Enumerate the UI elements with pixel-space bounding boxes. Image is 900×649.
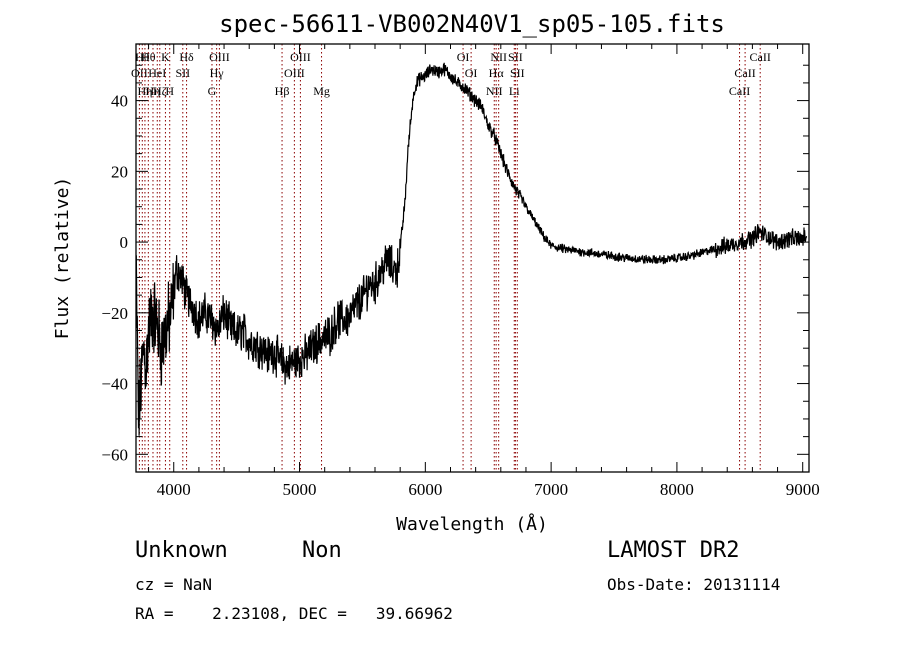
spectral-line-label: Hζ xyxy=(153,84,167,98)
object-class: Unknown xyxy=(135,538,228,563)
spectral-line-label: OII xyxy=(131,66,148,80)
spectral-line-label: Hη xyxy=(146,84,161,98)
spectral-line-label: OIII xyxy=(290,50,311,64)
x-tick-label: 9000 xyxy=(786,480,820,499)
spectral-line-label: Hθ xyxy=(135,50,150,64)
x-tick-label: 6000 xyxy=(408,480,442,499)
object-subclass: Non xyxy=(302,538,342,563)
spectral-line-label: Hγ xyxy=(210,66,225,80)
obs-date: Obs-Date: 20131114 xyxy=(607,575,781,594)
x-axis-label: Wavelength (Å) xyxy=(396,513,548,535)
spectral-line-label: K xyxy=(161,50,170,64)
x-tick-label: 7000 xyxy=(534,480,568,499)
spectral-line-label: Hη xyxy=(137,84,152,98)
y-tick-label: −60 xyxy=(101,445,128,464)
spectral-line-label: CaII xyxy=(750,50,771,64)
x-tick-label: 4000 xyxy=(157,480,191,499)
chart-title: spec-56611-VB002N40V1_sp05-105.fits xyxy=(219,10,725,38)
spectral-line-label: SII xyxy=(510,66,525,80)
spectral-line-label: Hα xyxy=(489,66,505,80)
spectral-line-label: Mg xyxy=(313,84,330,98)
y-tick-label: −40 xyxy=(101,375,128,394)
spectral-line-label: CaII xyxy=(734,66,755,80)
spectral-line-label: Li xyxy=(509,84,520,98)
spectral-line-label: NII xyxy=(486,84,503,98)
spectral-line-label: OIII xyxy=(284,66,305,80)
spectral-line-label: SII xyxy=(175,66,190,80)
spectral-line-label: H xyxy=(165,84,174,98)
spectrum-curve xyxy=(135,62,808,436)
spectral-line-label: Hδ xyxy=(179,50,194,64)
spectral-line-label: OI xyxy=(457,50,470,64)
spectral-line-label: HeI xyxy=(148,66,166,80)
spectral-line-label: OI xyxy=(465,66,478,80)
spectral-line-label: G xyxy=(208,84,217,98)
y-tick-label: 20 xyxy=(111,162,128,181)
ra-dec: RA = 2.23108, DEC = 39.66962 xyxy=(135,604,453,623)
spectral-line-label: Hθ xyxy=(141,50,156,64)
redshift-value: cz = NaN xyxy=(135,575,213,594)
spectral-line-label: OIII xyxy=(209,50,230,64)
spectral-line-label: CaII xyxy=(729,84,750,98)
spectral-lines-layer: OIIHθHηHθHηHeIHζKHSIIHδGHγOIIIHβOIIIOIII… xyxy=(131,44,771,472)
y-tick-label: −20 xyxy=(101,304,128,323)
x-tick-label: 5000 xyxy=(283,480,317,499)
plot-frame xyxy=(135,43,810,473)
survey-name: LAMOST DR2 xyxy=(607,538,740,563)
y-axis-label: Flux (relative) xyxy=(52,177,73,340)
spectral-line-label: Hβ xyxy=(275,84,290,98)
spectral-line-label: NII xyxy=(490,50,507,64)
y-tick-label: 40 xyxy=(111,92,128,111)
spectral-line-label: SII xyxy=(508,50,523,64)
axis-ticks: 4000 5000 6000 7000 8000 9000 −60 −40 −20 0 20 40 xyxy=(101,44,820,499)
y-tick-label: 0 xyxy=(120,233,129,252)
x-tick-label: 8000 xyxy=(660,480,694,499)
